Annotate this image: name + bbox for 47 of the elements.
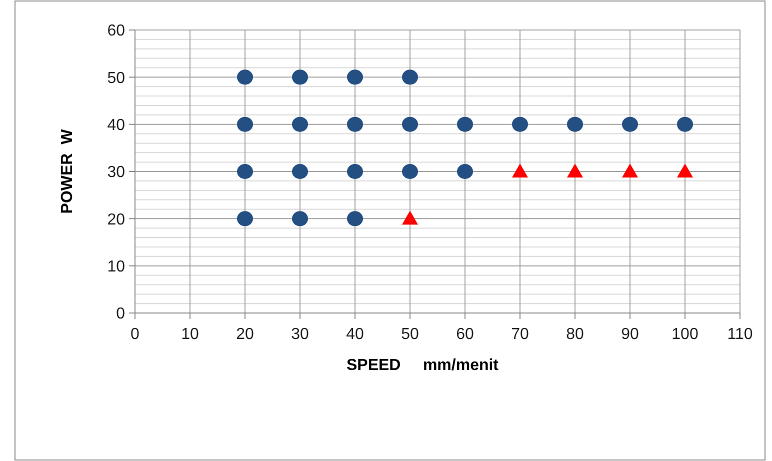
point [347, 116, 363, 132]
point [292, 164, 308, 179]
point [237, 116, 253, 132]
point [347, 70, 363, 85]
x-tick-label: 50 [401, 326, 419, 343]
point [677, 164, 693, 178]
x-tick-label: 60 [456, 326, 474, 343]
point [457, 116, 473, 132]
point [402, 116, 418, 132]
x-tick-label: 20 [236, 326, 254, 343]
point [292, 70, 308, 85]
point [292, 211, 308, 226]
x-tick-label: 40 [346, 326, 364, 343]
x-tick-label: 100 [672, 326, 698, 343]
y-tick-label: 10 [107, 258, 126, 276]
y-axis-title: POWER W [59, 128, 76, 214]
y-tick-label: 40 [107, 116, 126, 134]
point [237, 211, 253, 226]
point [512, 116, 528, 132]
point [622, 164, 638, 178]
x-tick-label: 80 [566, 326, 584, 343]
x-tick-label: 10 [181, 326, 199, 343]
point [402, 164, 418, 179]
x-tick-label: 110 [727, 326, 753, 343]
y-tick-label: 50 [107, 70, 126, 87]
x-tick-label: 30 [291, 326, 309, 343]
y-tick-label: 30 [107, 164, 126, 182]
point [237, 164, 253, 179]
point [677, 116, 693, 132]
x-tick-label: 90 [621, 326, 639, 343]
point [347, 211, 363, 226]
point [457, 164, 473, 179]
point [567, 116, 583, 132]
y-tick-label: 60 [107, 22, 126, 40]
point [402, 70, 418, 85]
point [512, 164, 528, 178]
point [402, 210, 418, 225]
x-tick-label: 70 [511, 326, 529, 343]
point [622, 116, 638, 132]
point [292, 116, 308, 132]
point [237, 70, 253, 85]
x-axis-title: SPEED mm/menit [346, 357, 500, 374]
y-tick-label: 0 [116, 306, 126, 323]
y-tick-label: 20 [107, 211, 126, 228]
point [567, 164, 583, 178]
point [347, 164, 363, 179]
x-tick-label: 0 [130, 326, 140, 343]
